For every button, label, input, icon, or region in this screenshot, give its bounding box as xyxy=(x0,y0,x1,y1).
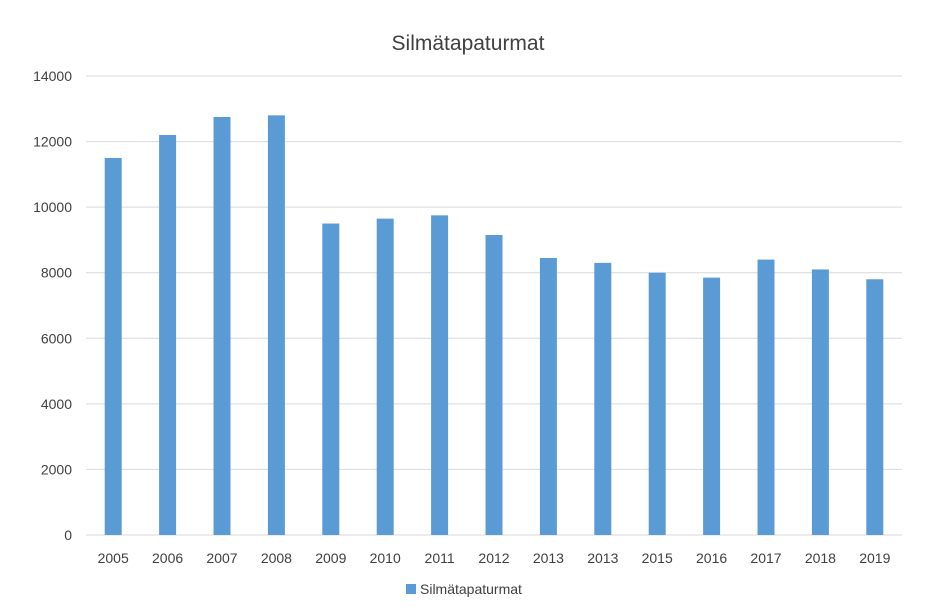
x-tick-label: 2007 xyxy=(206,550,237,566)
x-tick-label: 2012 xyxy=(478,550,509,566)
bar xyxy=(376,218,394,535)
x-axis-tick-labels: 2005 2006 2007 2008 2009 2010 2011 2012 2013 2013… xyxy=(98,550,891,566)
bar xyxy=(594,262,612,535)
bar xyxy=(485,235,503,535)
x-tick-label: 2013 xyxy=(533,550,564,566)
bar xyxy=(648,272,666,535)
bar xyxy=(539,257,557,535)
legend-label: Silmätapaturmat xyxy=(420,581,522,597)
y-tick-label: 8000 xyxy=(41,265,72,281)
bar xyxy=(322,223,340,536)
bars xyxy=(104,115,884,536)
y-tick-label: 14000 xyxy=(33,68,72,84)
bar xyxy=(104,157,122,535)
x-tick-label: 2009 xyxy=(315,550,346,566)
bar xyxy=(757,259,775,535)
x-tick-label: 2006 xyxy=(152,550,183,566)
bar xyxy=(267,115,285,535)
bar xyxy=(159,135,177,535)
y-tick-label: 0 xyxy=(64,527,72,543)
y-axis-tick-labels: 0 2000 4000 6000 8000 10000 12000 14000 xyxy=(33,68,72,543)
bar xyxy=(213,116,231,535)
bar xyxy=(431,215,449,535)
y-tick-label: 12000 xyxy=(33,134,72,150)
bar xyxy=(866,279,884,535)
x-tick-label: 2013 xyxy=(587,550,618,566)
x-tick-label: 2011 xyxy=(425,550,455,566)
y-tick-label: 6000 xyxy=(41,330,72,346)
x-tick-label: 2017 xyxy=(750,550,781,566)
bar xyxy=(703,277,721,535)
y-tick-label: 10000 xyxy=(33,199,72,215)
x-tick-label: 2010 xyxy=(370,550,401,566)
x-tick-label: 2005 xyxy=(98,550,129,566)
x-tick-label: 2015 xyxy=(642,550,673,566)
bar xyxy=(811,269,829,535)
chart-title: Silmätapaturmat xyxy=(392,32,545,55)
x-tick-label: 2016 xyxy=(696,550,727,566)
legend: Silmätapaturmat xyxy=(406,581,522,597)
x-tick-label: 2008 xyxy=(261,550,292,566)
y-tick-label: 2000 xyxy=(41,461,72,477)
x-tick-label: 2018 xyxy=(805,550,836,566)
y-tick-label: 4000 xyxy=(41,396,72,412)
x-tick-label: 2019 xyxy=(859,550,890,566)
legend-swatch xyxy=(406,584,416,594)
